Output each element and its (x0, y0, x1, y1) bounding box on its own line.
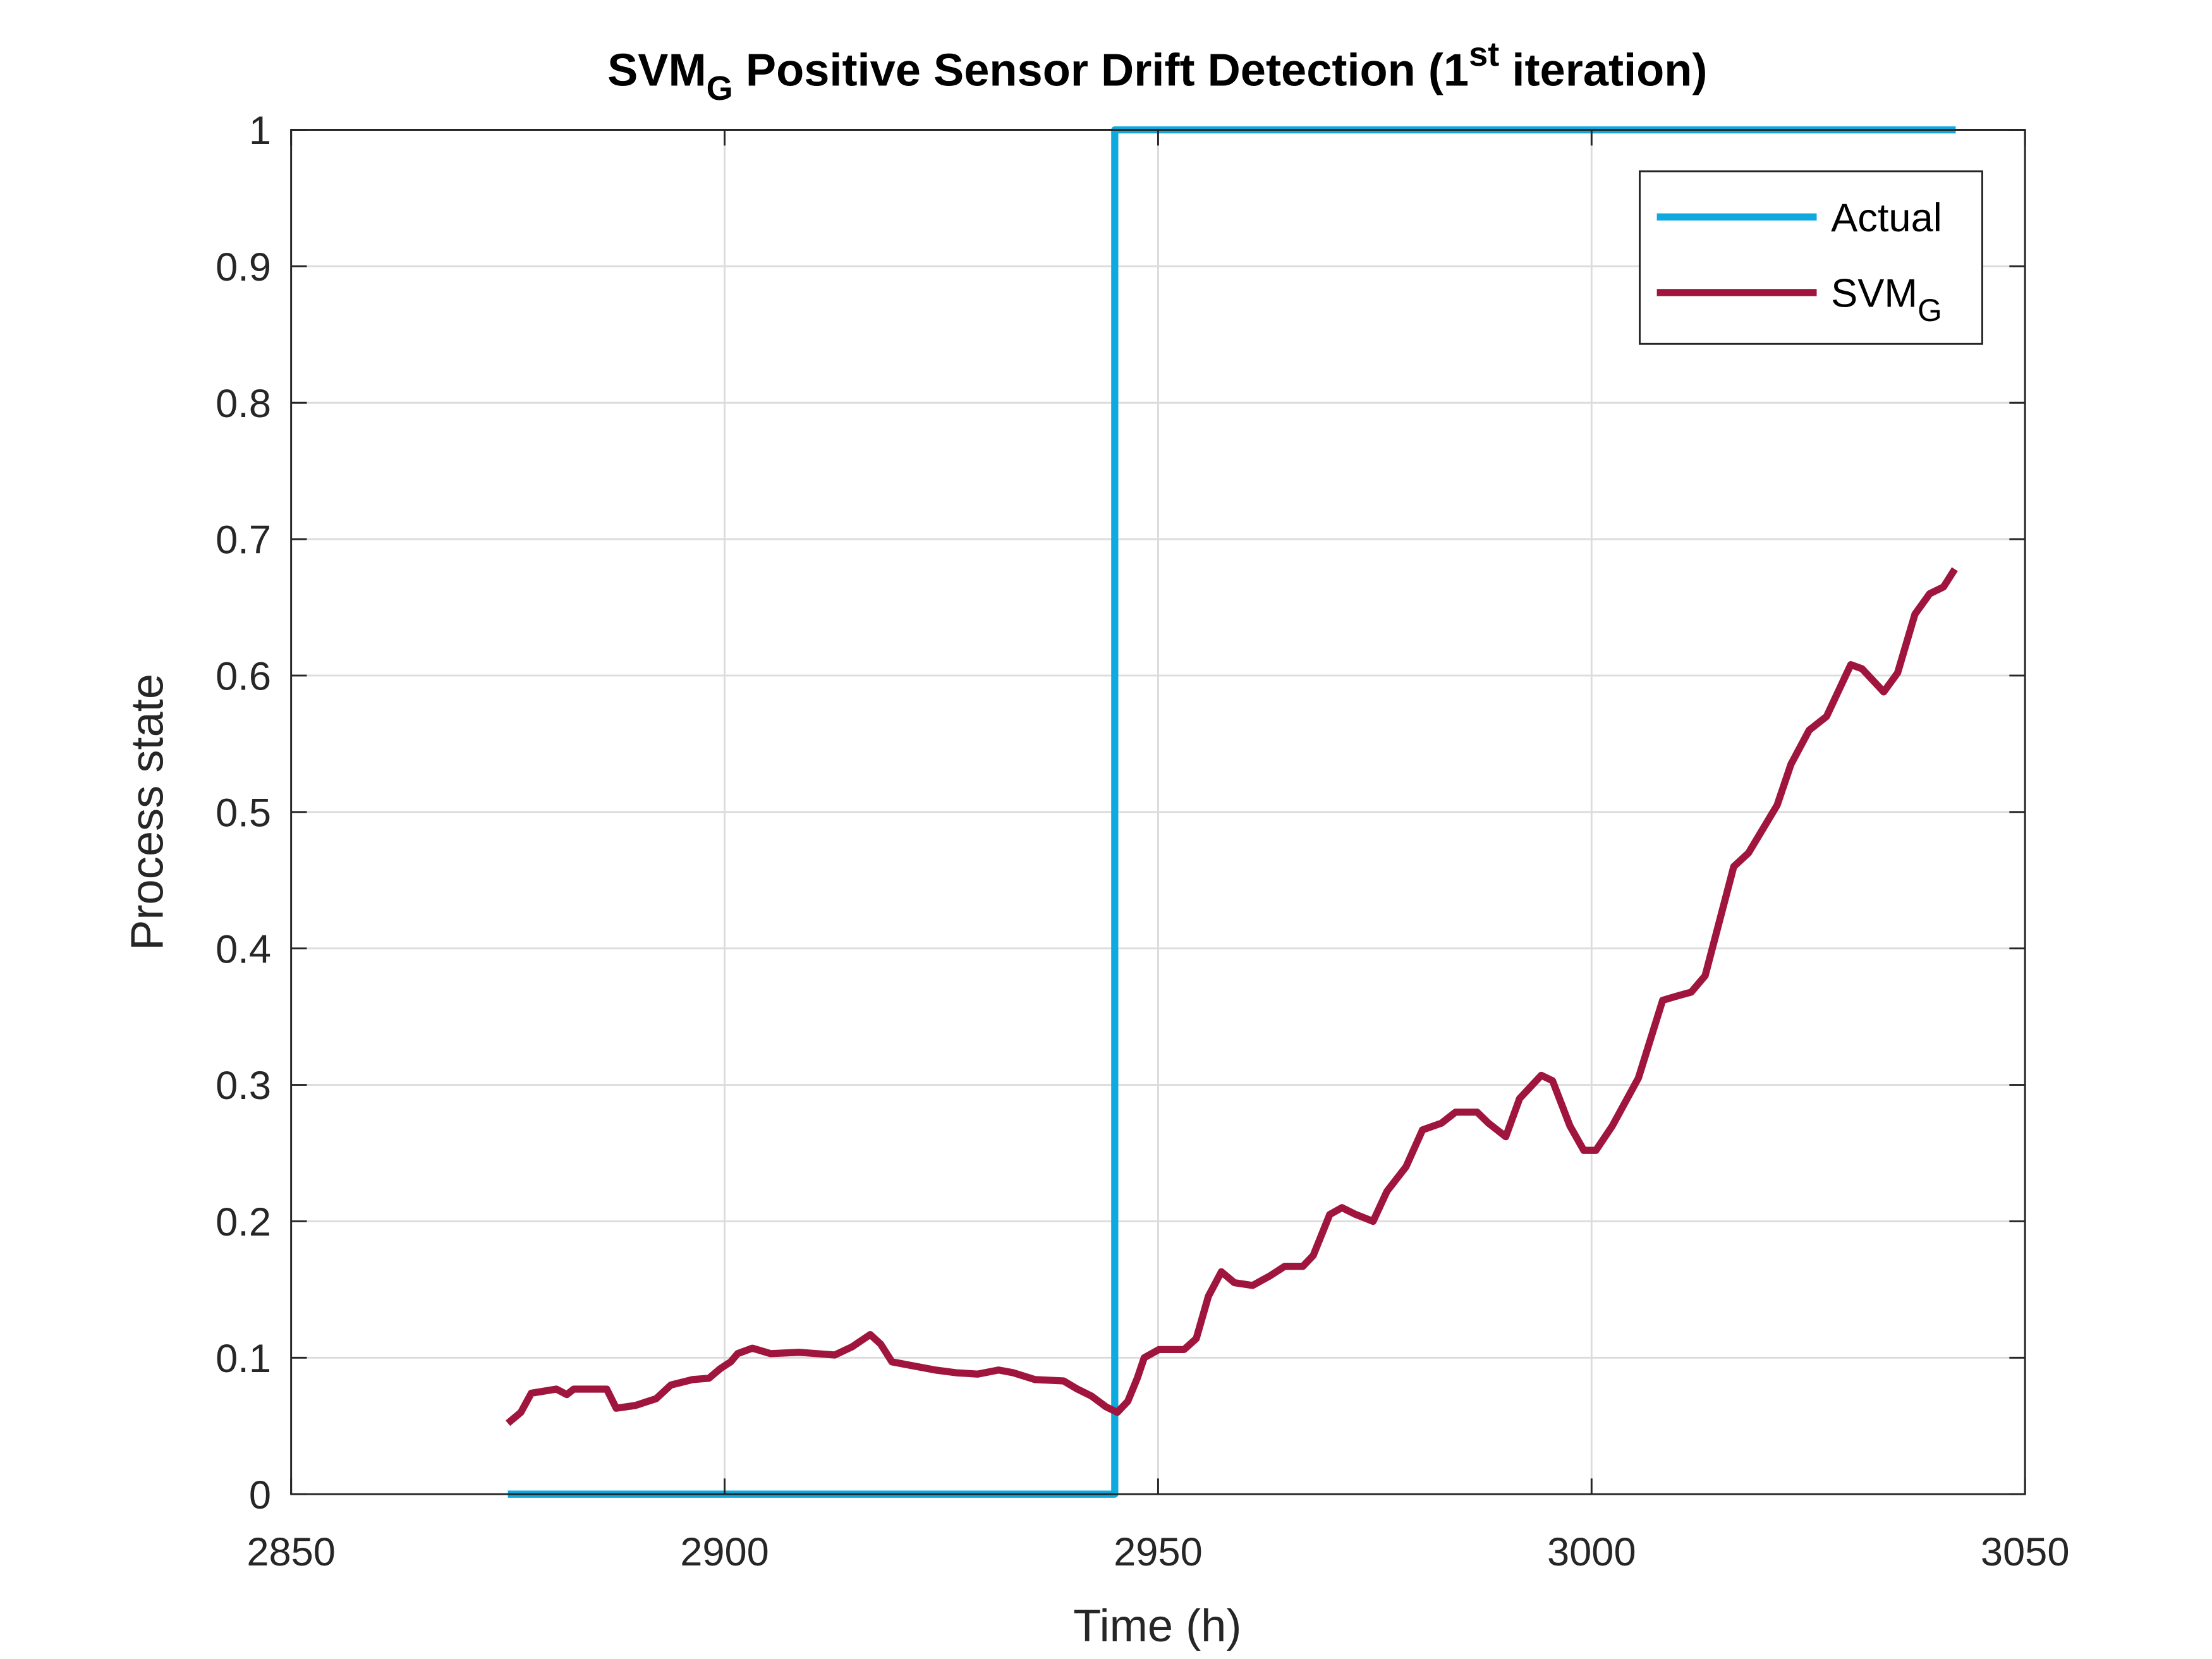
y-tick-label: 0.7 (216, 518, 271, 562)
legend-label: Actual (1831, 196, 1942, 240)
legend-text: SVM (1831, 271, 1917, 315)
title-part: Positive Sensor Drift Detection (1 (733, 45, 1469, 95)
x-tick-label: 2950 (1114, 1530, 1203, 1574)
x-tick-label: 2850 (246, 1530, 336, 1574)
legend-subscript: G (1917, 293, 1942, 328)
x-tick-label: 2900 (680, 1530, 769, 1574)
y-tick-label: 0.8 (216, 382, 271, 426)
title-part: SVM (607, 45, 707, 95)
x-tick-label: 3000 (1547, 1530, 1636, 1574)
y-tick-label: 0.4 (216, 927, 271, 971)
y-tick-label: 0.2 (216, 1200, 271, 1244)
y-tick-label: 0.1 (216, 1337, 271, 1381)
y-tick-label: 0.3 (216, 1064, 271, 1108)
y-tick-label: 0.6 (216, 655, 271, 699)
x-axis-label: Time (h) (1073, 1601, 1241, 1651)
x-tick-label: 3050 (1981, 1530, 2070, 1574)
chart-title: SVMG Positive Sensor Drift Detection (1s… (607, 35, 1707, 107)
data-line (505, 567, 1958, 1426)
title-part: iteration) (1499, 45, 1707, 95)
y-tick-label: 1 (249, 109, 271, 153)
ticks: 2850 2900 2950 3000 3050 0 0.1 0.2 0.3 0.4 0.5 0.6 0… (216, 109, 2069, 1574)
legend: Actual SVMG (1639, 170, 1983, 345)
y-axis-label: Process state (122, 674, 173, 951)
legend-text: Actual (1831, 196, 1942, 240)
y-tick-label: 0.5 (216, 791, 271, 835)
y-tick-label: 0.9 (216, 245, 271, 289)
legend-label: SVMG (1831, 271, 1942, 328)
legend-box (1639, 170, 1983, 345)
y-tick-label: 0 (249, 1473, 271, 1517)
title-subscript: G (707, 70, 733, 107)
title-superscript: st (1469, 35, 1499, 73)
